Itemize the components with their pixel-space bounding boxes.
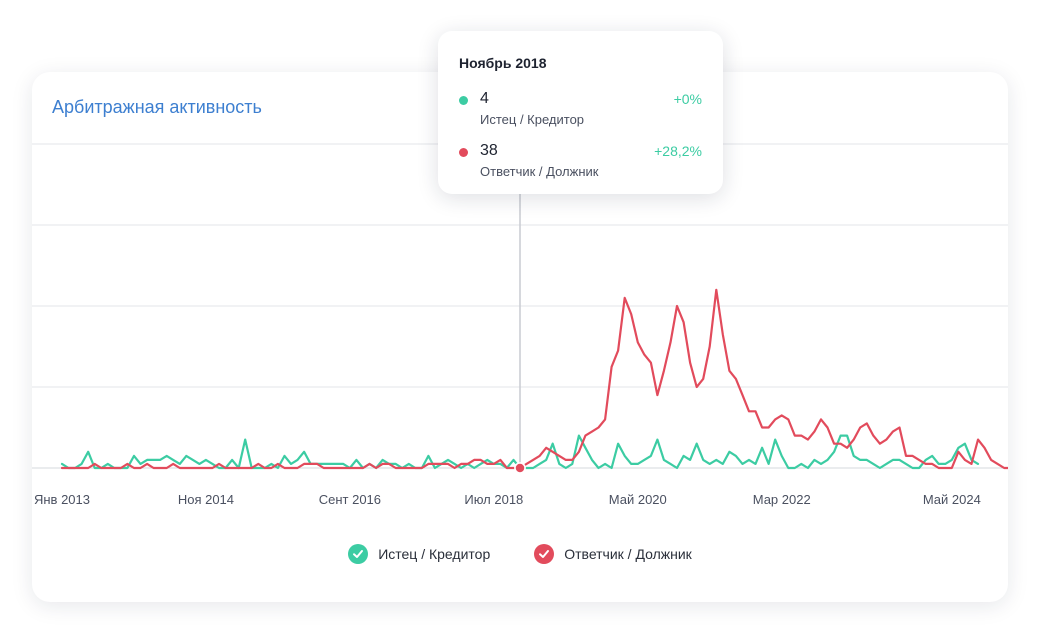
chart-title: Арбитражная активность: [52, 97, 262, 117]
series-layer: [60, 288, 1008, 470]
check-icon: [534, 544, 555, 564]
tooltip-value: 4: [480, 90, 489, 107]
legend-item-plaintiff[interactable]: Истец / Кредитор: [348, 544, 490, 564]
legend: Истец / Кредитор Ответчик / Должник: [32, 544, 1008, 564]
series-line-defendant: [60, 288, 1008, 470]
tooltip-title: Ноябрь 2018: [459, 55, 547, 71]
series-dot-icon: [459, 148, 468, 157]
line-chart[interactable]: Янв 2013 Ноя 2014 Сент 2016 Июл 2018 Май 202…: [32, 72, 1008, 542]
x-tick-label: Июл 2018: [464, 492, 523, 507]
check-icon: [348, 544, 369, 564]
x-tick-label: Май 2024: [923, 492, 981, 507]
x-tick-label: Ноя 2014: [178, 492, 234, 507]
x-tick-label: Сент 2016: [319, 492, 381, 507]
tooltip-change: +0%: [673, 91, 702, 107]
tooltip-label: Истец / Кредитор: [480, 112, 585, 127]
x-axis-ticks: Янв 2013 Ноя 2014 Сент 2016 Июл 2018 Май 202…: [34, 492, 981, 507]
legend-label: Ответчик / Должник: [564, 546, 692, 562]
chart-tooltip: Ноябрь 2018 4 Истец / Кредитор +0% 38 От…: [438, 31, 723, 194]
legend-label: Истец / Кредитор: [378, 546, 491, 562]
tooltip-change: +28,2%: [654, 143, 702, 159]
x-tick-label: Май 2020: [609, 492, 667, 507]
series-dot-icon: [459, 96, 468, 105]
x-tick-label: Мар 2022: [753, 492, 811, 507]
tooltip-value: 38: [480, 142, 498, 159]
hover-dot-defendant: [514, 462, 526, 474]
tooltip-label: Ответчик / Должник: [480, 164, 599, 179]
x-tick-label: Янв 2013: [34, 492, 90, 507]
hover-dots: [514, 462, 526, 474]
legend-item-defendant[interactable]: Ответчик / Должник: [534, 544, 692, 564]
